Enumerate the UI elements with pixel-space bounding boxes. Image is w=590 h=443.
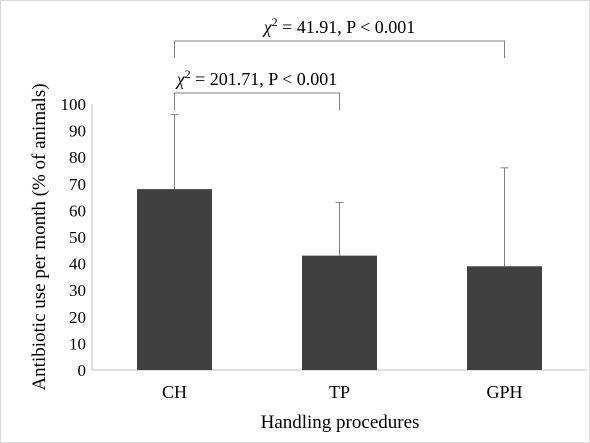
x-axis-title: Handling procedures <box>261 412 420 433</box>
y-tick-label: 20 <box>69 308 86 327</box>
y-tick-label: 60 <box>69 201 86 220</box>
error-bar-ch <box>170 114 179 190</box>
y-tick-label: 90 <box>69 122 86 141</box>
y-tick-label: 40 <box>69 255 86 274</box>
y-tick-label: 30 <box>69 281 86 300</box>
y-tick-label: 70 <box>69 175 86 194</box>
significance-label: χ2 = 201.71, P < 0.001 <box>175 67 338 89</box>
bar-ch <box>137 189 212 370</box>
x-tick-label: GPH <box>486 382 522 402</box>
significance-brackets: χ2 = 201.71, P < 0.001 χ2 = 41.91, P < 0.… <box>174 15 505 110</box>
y-tick-label: 50 <box>69 228 86 247</box>
error-bars <box>170 114 509 267</box>
bar-tp <box>302 255 377 370</box>
y-axis-ticks: 0 10 20 30 40 50 60 70 80 90 100 <box>61 95 87 380</box>
error-bar-gph <box>500 167 509 267</box>
y-tick-label: 80 <box>69 148 86 167</box>
bar-gph <box>467 266 542 370</box>
significance-bracket: χ2 = 201.71, P < 0.001 <box>174 67 340 110</box>
error-bar-tp <box>335 201 344 256</box>
significance-label: χ2 = 41.91, P < 0.001 <box>262 15 416 37</box>
x-tick-label: TP <box>329 382 350 402</box>
significance-bracket: χ2 = 41.91, P < 0.001 <box>174 15 505 58</box>
y-axis-title: Antibiotic use per month (% of animals) <box>29 83 50 390</box>
y-tick-label: 100 <box>61 95 87 114</box>
x-tick-label: CH <box>162 382 187 402</box>
bars <box>137 189 542 370</box>
x-axis-categories: CH TP GPH <box>162 382 523 402</box>
y-tick-label: 10 <box>69 334 86 353</box>
y-tick-label: 0 <box>78 361 87 380</box>
